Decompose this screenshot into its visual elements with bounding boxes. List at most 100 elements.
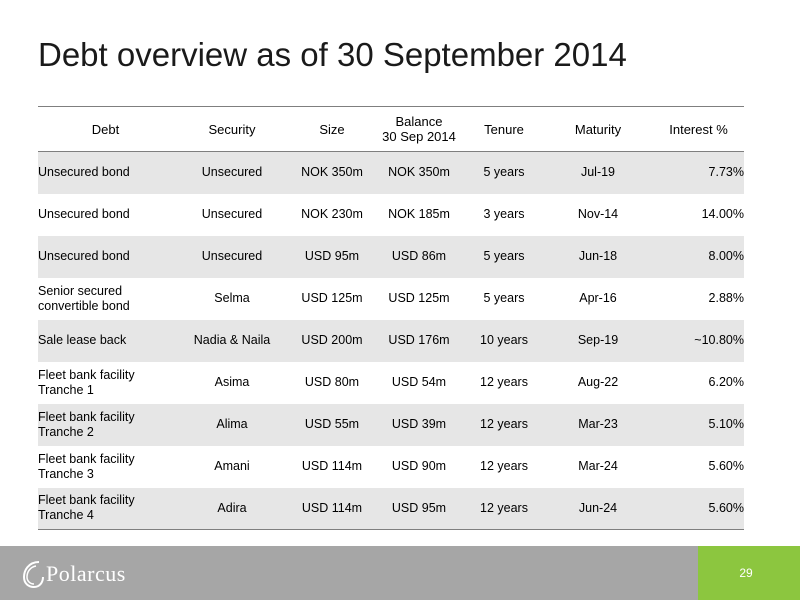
cell-balance: USD 54m [391, 375, 447, 389]
cell-balance: USD 176m [388, 333, 450, 347]
cell-debt-line1: Unsecured bond [38, 249, 130, 263]
cell-maturity: Sep-19 [577, 333, 619, 347]
cell-balance: NOK 350m [388, 165, 450, 180]
table-row: Fleet bank facility Tranche 3 Amani USD 1… [38, 445, 744, 488]
cell-interest: 2.88% [708, 291, 744, 305]
page-number-box: 29 [698, 546, 800, 600]
cell-balance: USD 86m [391, 249, 447, 263]
cell-maturity: Nov-14 [577, 207, 619, 221]
cell-balance: USD 90m [391, 459, 447, 473]
table-body: Unsecured bond Unsecured NOK 350m NOK 35… [38, 151, 744, 530]
cell-tenure: 5 years [483, 291, 525, 305]
cell-size: USD 125m [301, 291, 363, 305]
header-security: Security [173, 106, 291, 152]
debt-table: Debt Security Size Balance 30 Sep 2014 T… [38, 106, 744, 530]
cell-tenure: 10 years [480, 333, 528, 347]
page-title: Debt overview as of 30 September 2014 [38, 36, 627, 73]
cell-debt: Fleet bank facility Tranche 4 [38, 487, 173, 530]
table-row: Fleet bank facility Tranche 2 Alima USD 5… [38, 403, 744, 446]
cell-debt-line2: Tranche 4 [38, 508, 94, 523]
cell-security: Unsecured [201, 249, 263, 263]
header-size: Size [291, 106, 373, 152]
cell-tenure: 3 years [483, 207, 525, 221]
cell-debt-line2: convertible bond [38, 298, 130, 313]
header-balance-line1: Balance [395, 114, 443, 129]
cell-tenure: 12 years [480, 375, 528, 389]
cell-security: Asima [214, 375, 250, 389]
cell-maturity: Aug-22 [577, 375, 619, 389]
cell-debt-line1: Fleet bank facility [38, 409, 135, 424]
cell-size: USD 95m [304, 249, 360, 263]
header-balance: Balance 30 Sep 2014 [373, 106, 465, 152]
header-interest: Interest % [653, 106, 744, 152]
cell-security: Amani [214, 459, 250, 473]
cell-debt-line2: Tranche 1 [38, 382, 94, 397]
cell-interest: 14.00% [701, 207, 744, 221]
cell-interest: 5.60% [708, 459, 744, 473]
table-row: Senior secured convertible bond Selma USD… [38, 277, 744, 320]
cell-interest: 5.60% [653, 487, 744, 530]
cell-size: USD 200m [301, 333, 363, 347]
cell-tenure: 5 years [483, 165, 525, 180]
header-debt: Debt [38, 106, 173, 152]
cell-debt-line1: Fleet bank facility [38, 451, 135, 466]
cell-debt: Unsecured bond [38, 236, 173, 278]
table-row: Unsecured bond Unsecured USD 95m USD 86m… [38, 235, 744, 278]
cell-debt: Fleet bank facility Tranche 1 [38, 362, 173, 404]
cell-tenure: 12 years [465, 487, 543, 530]
cell-tenure: 12 years [480, 417, 528, 431]
cell-debt: Fleet bank facility Tranche 3 [38, 446, 173, 488]
cell-balance: USD 95m [373, 487, 465, 530]
cell-debt: Sale lease back [38, 320, 173, 362]
cell-maturity: Apr-16 [579, 291, 617, 305]
cell-balance: NOK 185m [388, 207, 450, 221]
cell-debt-line1: Fleet bank facility [38, 367, 135, 382]
cell-interest: 8.00% [708, 249, 744, 263]
cell-maturity: Jul-19 [580, 165, 616, 180]
table-row: Unsecured bond Unsecured NOK 230m NOK 18… [38, 193, 744, 236]
debt-table-container: Debt Security Size Balance 30 Sep 2014 T… [38, 106, 744, 530]
header-maturity: Maturity [543, 106, 653, 152]
page-number: 29 [739, 566, 753, 580]
cell-security: Alima [216, 417, 248, 431]
cell-security: Adira [173, 487, 291, 530]
cell-interest: 7.73% [708, 165, 744, 180]
cell-debt-line1: Senior secured [38, 283, 123, 298]
cell-debt-line1: Fleet bank facility [38, 493, 135, 508]
cell-balance: USD 39m [391, 417, 447, 431]
cell-security: Nadia & Naila [193, 333, 271, 347]
table-header-row: Debt Security Size Balance 30 Sep 2014 T… [38, 106, 744, 152]
cell-balance: USD 125m [388, 291, 450, 305]
cell-interest: 5.10% [708, 417, 744, 431]
logo-text: Polarcus [46, 561, 126, 586]
cell-debt-line2: Tranche 2 [38, 424, 94, 439]
header-tenure: Tenure [465, 106, 543, 152]
cell-security: Selma [214, 291, 250, 305]
cell-debt: Senior secured convertible bond [38, 278, 173, 320]
cell-size: NOK 350m [301, 165, 363, 180]
cell-security: Unsecured [201, 207, 263, 221]
table-row: Fleet bank facility Tranche 1 Asima USD 8… [38, 361, 744, 404]
footer-bar: Polarcus [0, 546, 800, 600]
cell-debt-line2: Tranche 3 [38, 466, 94, 481]
cell-security: Unsecured [201, 165, 263, 180]
cell-maturity: Jun-18 [578, 249, 618, 263]
cell-size: USD 114m [301, 459, 363, 473]
cell-debt-line1: Sale lease back [38, 333, 127, 347]
cell-tenure: 5 years [483, 249, 525, 263]
cell-debt: Unsecured bond [38, 152, 173, 194]
cell-debt-line1: Unsecured bond [38, 165, 130, 180]
cell-size: USD 114m [291, 487, 373, 530]
cell-debt: Fleet bank facility Tranche 2 [38, 404, 173, 446]
cell-interest: 6.20% [708, 375, 744, 389]
cell-debt: Unsecured bond [38, 194, 173, 236]
table-row: Unsecured bond Unsecured NOK 350m NOK 35… [38, 151, 744, 194]
cell-maturity: Mar-23 [578, 417, 618, 431]
cell-size: USD 55m [304, 417, 360, 431]
table-row: Sale lease back Nadia & Naila USD 200m U… [38, 319, 744, 362]
cell-maturity: Jun-24 [543, 487, 653, 530]
cell-tenure: 12 years [480, 459, 528, 473]
cell-size: NOK 230m [301, 207, 363, 221]
table-row: Fleet bank facility Tranche 4 Adira USD 1… [38, 487, 744, 530]
cell-debt-line1: Unsecured bond [38, 207, 130, 221]
